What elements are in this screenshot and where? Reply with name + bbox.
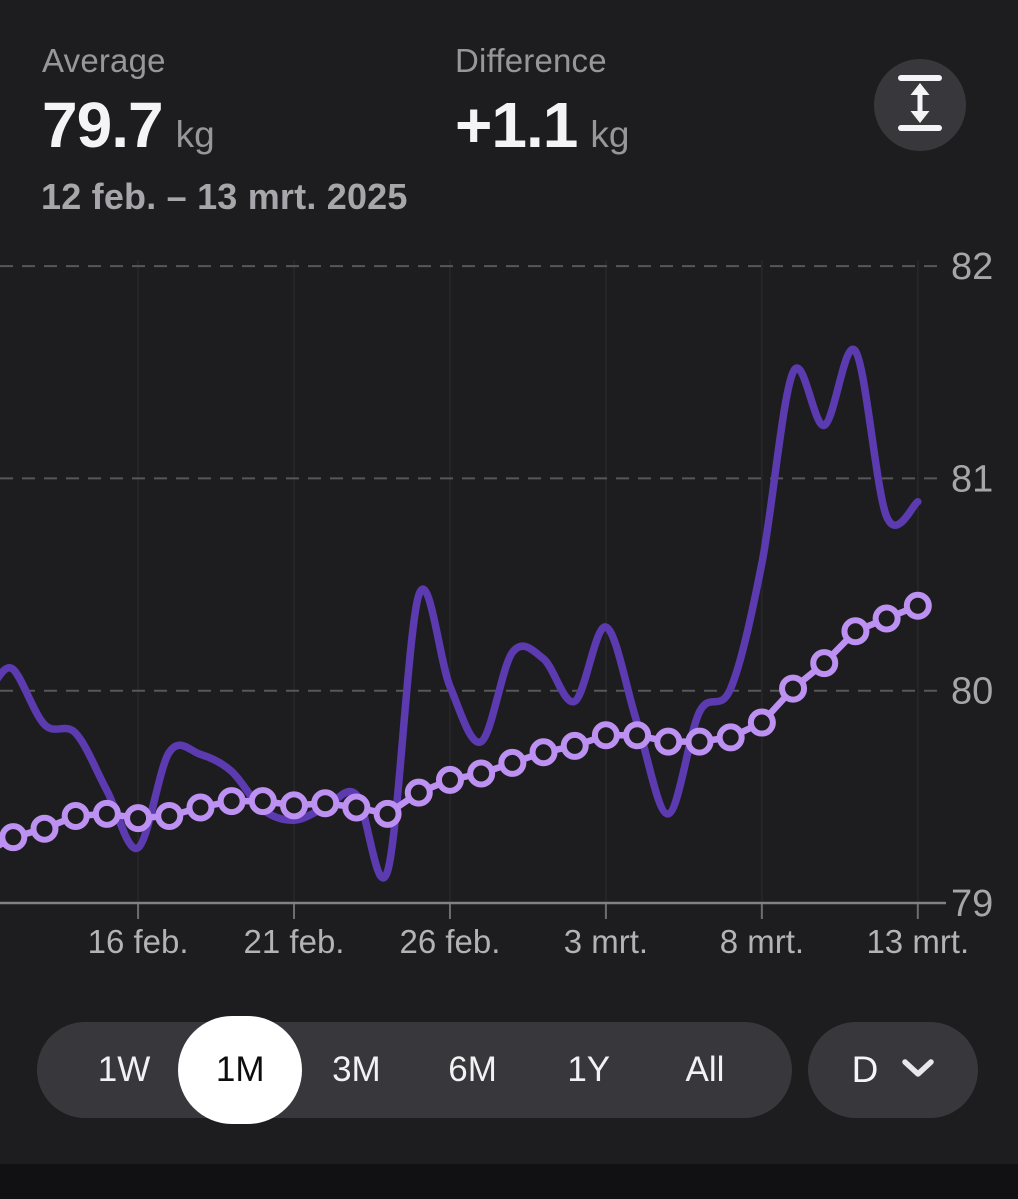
trend-marker bbox=[155, 801, 184, 830]
y-tick-label: 82 bbox=[951, 246, 993, 288]
trend-marker bbox=[591, 721, 620, 750]
x-tick-label: 16 feb. bbox=[88, 923, 189, 960]
trend-marker bbox=[435, 765, 464, 794]
range-selector: 1W 1M 3M 6M 1Y All bbox=[37, 1016, 792, 1124]
chart-canvas[interactable]: 16 feb. 21 feb. 26 feb. 3 mrt. 8 mrt. 13 mrt.… bbox=[0, 240, 1018, 962]
x-tick-label: 26 feb. bbox=[399, 923, 500, 960]
trend-marker bbox=[124, 804, 153, 833]
trend-marker bbox=[841, 617, 870, 646]
trend-marker bbox=[373, 799, 402, 828]
trend-marker bbox=[186, 793, 215, 822]
x-tick-label: 3 mrt. bbox=[564, 923, 648, 960]
trend-marker bbox=[810, 649, 839, 678]
range-option-1m[interactable]: 1M bbox=[178, 1016, 303, 1124]
granularity-value: D bbox=[851, 1049, 879, 1090]
vertical-resize-icon bbox=[897, 74, 943, 137]
trend-marker bbox=[467, 759, 496, 788]
selected-range-pill bbox=[178, 1016, 303, 1124]
trend-marker bbox=[61, 801, 90, 830]
average-stat: Average 79.7 kg bbox=[42, 42, 215, 162]
trend-marker bbox=[716, 723, 745, 752]
x-tick-label: 21 feb. bbox=[244, 923, 345, 960]
trend-marker bbox=[0, 823, 28, 852]
x-tick-label: 13 mrt. bbox=[866, 923, 969, 960]
trend-marker bbox=[903, 591, 932, 620]
section-divider bbox=[0, 1164, 1018, 1199]
trend-marker bbox=[623, 721, 652, 750]
trend-marker bbox=[217, 787, 246, 816]
trend-marker bbox=[92, 799, 121, 828]
difference-stat: Difference +1.1 kg bbox=[455, 42, 629, 162]
trend-marker bbox=[404, 778, 433, 807]
daily-weight-line bbox=[0, 345, 922, 882]
difference-unit: kg bbox=[590, 114, 630, 155]
trend-marker bbox=[872, 604, 901, 633]
average-label: Average bbox=[42, 42, 166, 79]
trend-marker bbox=[747, 708, 776, 737]
difference-label: Difference bbox=[455, 42, 607, 79]
x-tick-label: 8 mrt. bbox=[720, 923, 804, 960]
range-option-all[interactable]: All bbox=[685, 1050, 725, 1089]
trend-marker bbox=[685, 727, 714, 756]
difference-value: +1.1 bbox=[455, 89, 578, 161]
trend-marker bbox=[30, 814, 59, 843]
y-tick-label: 79 bbox=[951, 883, 993, 925]
trend-marker bbox=[248, 787, 277, 816]
weight-chart[interactable]: 16 feb. 21 feb. 26 feb. 3 mrt. 8 mrt. 13 mrt.… bbox=[0, 240, 1018, 962]
range-option-6m[interactable]: 6M bbox=[448, 1050, 497, 1089]
trend-marker bbox=[560, 731, 589, 760]
range-option-3m[interactable]: 3M bbox=[332, 1050, 381, 1089]
trend-marker bbox=[779, 674, 808, 703]
trend-marker bbox=[498, 748, 527, 777]
trend-marker bbox=[311, 789, 340, 818]
y-tick-label: 80 bbox=[951, 671, 993, 713]
average-value: 79.7 bbox=[42, 89, 164, 161]
trend-marker bbox=[342, 793, 371, 822]
granularity-dropdown[interactable]: D bbox=[808, 1022, 978, 1118]
y-scale-toggle-button[interactable] bbox=[874, 59, 966, 151]
range-option-1w[interactable]: 1W bbox=[97, 1050, 151, 1089]
trend-marker bbox=[280, 791, 309, 820]
trend-marker bbox=[654, 727, 683, 756]
range-option-1y[interactable]: 1Y bbox=[567, 1050, 611, 1089]
average-unit: kg bbox=[175, 114, 215, 155]
trend-marker bbox=[529, 738, 558, 767]
chevron-down-icon bbox=[902, 1058, 935, 1082]
date-range: 12 feb. – 13 mrt. 2025 bbox=[41, 176, 408, 217]
y-tick-label: 81 bbox=[951, 458, 993, 500]
